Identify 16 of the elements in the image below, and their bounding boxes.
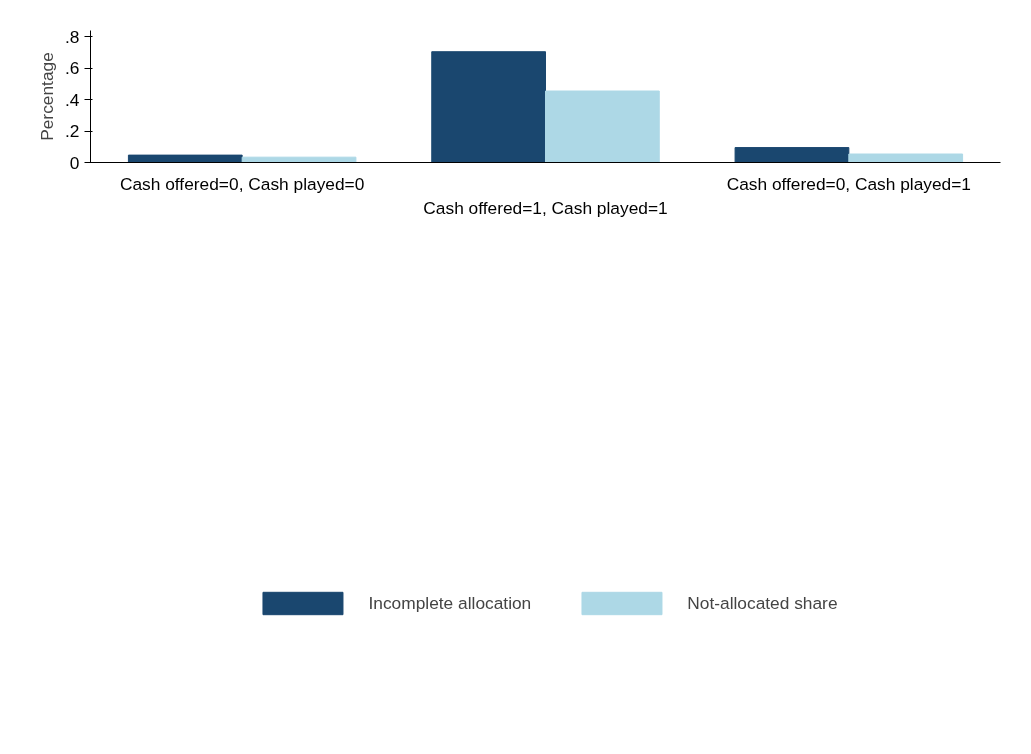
y-tick-label: .8 — [65, 26, 80, 47]
y-tick-label: .6 — [65, 58, 80, 79]
y-axis-title: Percentage — [37, 52, 58, 141]
bar — [848, 153, 964, 163]
bar — [734, 147, 850, 163]
x-tick-label: Cash offered=0, Cash played=1 — [726, 173, 972, 194]
legend-label: Incomplete allocation — [368, 592, 532, 614]
y-tick-label: .2 — [65, 121, 80, 142]
y-tick-label: .4 — [65, 89, 80, 110]
bar — [431, 51, 546, 163]
x-tick-label: Cash offered=1, Cash played=1 — [423, 197, 668, 218]
legend-label: Not-allocated share — [687, 592, 838, 614]
y-tick-label: 0 — [69, 152, 80, 173]
bar — [127, 154, 243, 163]
bar — [545, 90, 660, 163]
x-tick-label: Cash offered=0, Cash played=0 — [119, 173, 365, 194]
